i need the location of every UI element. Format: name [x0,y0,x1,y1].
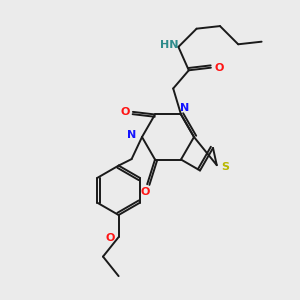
Text: O: O [106,233,115,243]
Text: O: O [214,63,224,73]
Text: S: S [221,162,229,172]
Text: N: N [128,130,136,140]
Text: N: N [180,103,190,113]
Text: O: O [120,107,130,117]
Text: O: O [140,187,150,197]
Text: HN: HN [160,40,178,50]
